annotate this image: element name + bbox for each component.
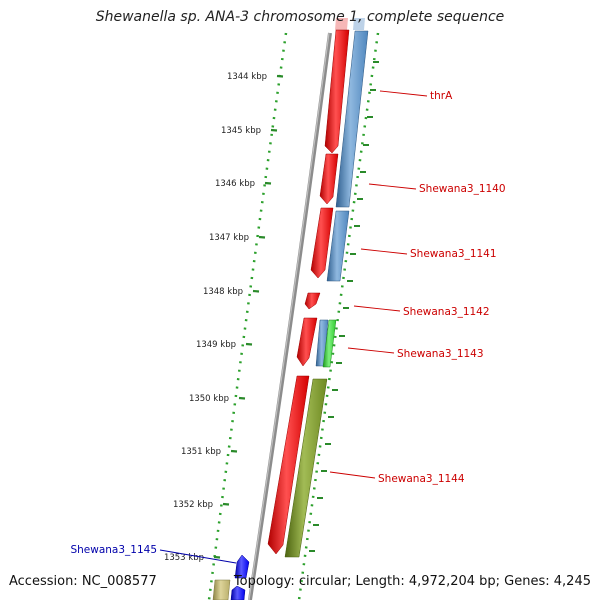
gene-label-text: thrA <box>430 90 453 102</box>
gene-label-text: Shewana3_1144 <box>378 473 465 485</box>
ruler-tick-label: 1344 kbp <box>227 72 267 82</box>
gene-label-leader <box>347 347 395 354</box>
accession-text: Accession: NC_008577 <box>9 574 157 589</box>
ruler-tick-mark <box>252 289 260 293</box>
gene-label-text: Shewana3_1142 <box>403 306 490 318</box>
topology-text: Topology: circular; Length: 4,972,204 bp… <box>233 574 591 589</box>
gene-label-text: Shewana3_1143 <box>397 348 484 360</box>
gene-label-text: Shewana3_1141 <box>410 248 497 260</box>
forward-gene-4 <box>304 292 321 310</box>
ruler-ticks: 1344 kbp 1345 kbp 1346 kbp 1347 kbp 1348 kbp… <box>164 61 379 563</box>
ruler-tick-mark <box>245 342 253 346</box>
ruler-tick-mark <box>276 74 284 78</box>
ruler-tick-mark <box>238 396 246 400</box>
reverse-gene-olive <box>284 378 328 558</box>
gene-label-leader <box>360 248 408 255</box>
forward-gene-5 <box>296 317 318 367</box>
map-title: Shewanella sp. ANA-3 chromosome 1, compl… <box>95 9 505 25</box>
gene-label-text: Shewana3_1140 <box>419 183 506 195</box>
ruler-tick-label: 1351 kbp <box>181 447 221 457</box>
ruler-tick-label: 1345 kbp <box>221 126 261 136</box>
gene-label-leader <box>379 90 428 97</box>
reverse-gene-blue-2 <box>326 210 350 282</box>
ruler-tick-label: 1349 kbp <box>196 340 236 350</box>
backbone-line <box>248 32 332 600</box>
ruler-tick-label: 1352 kbp <box>173 500 213 510</box>
ruler-tick-mark <box>213 555 221 559</box>
gene-label-leader <box>353 305 401 312</box>
gene-label-text: Shewana3_1145 <box>70 544 157 556</box>
gene-label-leader <box>159 549 237 564</box>
chromosome-backbone <box>248 32 332 600</box>
forward-gene-3 <box>310 207 334 279</box>
gene-labels: thrA Shewana3_1140 Shewana3_1141 Shewana3_1… <box>70 90 506 564</box>
faded-gene-top-blue <box>353 18 365 30</box>
ruler-tick-label: 1353 kbp <box>164 553 204 563</box>
ruler-tick-mark <box>264 181 272 185</box>
gene-shewana3-1145-lower <box>230 585 246 600</box>
reverse-gene-green <box>322 319 337 368</box>
ruler-tick-mark <box>258 235 266 239</box>
faded-gene-top-red <box>335 18 348 30</box>
ruler-tick-label: 1347 kbp <box>209 233 249 243</box>
ruler-tick-label: 1348 kbp <box>203 287 243 297</box>
ruler-tick-mark <box>270 128 278 132</box>
gene-features <box>212 18 369 600</box>
ruler-tick-label: 1346 kbp <box>215 179 255 189</box>
gene-shewana3-1145-upper <box>234 554 250 579</box>
ruler-tick-label: 1350 kbp <box>189 394 229 404</box>
ruler-tick-mark <box>230 449 238 453</box>
gene-label-leader <box>368 183 417 190</box>
forward-gene-1 <box>324 29 350 154</box>
ruler-tick-mark <box>222 502 230 506</box>
tan-gene <box>212 579 231 600</box>
gene-label-leader <box>329 471 376 479</box>
forward-gene-2 <box>319 153 339 205</box>
backbone-highlight <box>248 32 330 600</box>
forward-gene-6 <box>267 375 310 555</box>
reverse-gene-blue-1 <box>335 30 369 208</box>
